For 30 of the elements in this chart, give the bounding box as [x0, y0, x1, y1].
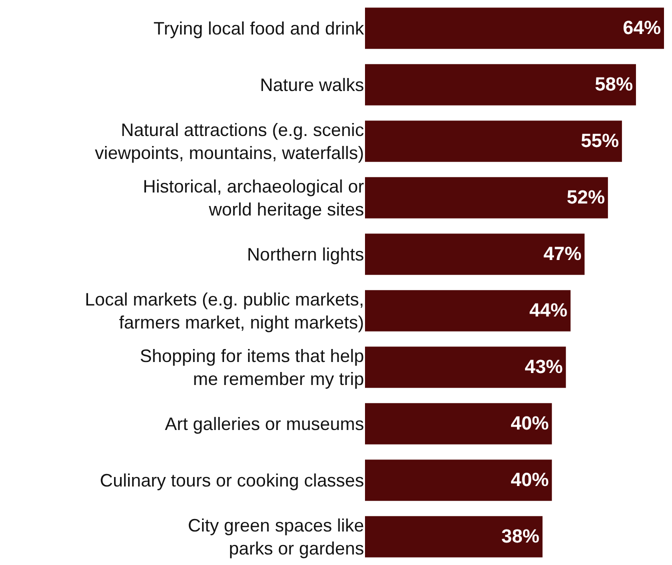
- bar: [365, 177, 608, 218]
- bar: [365, 64, 636, 106]
- bar: [365, 8, 664, 49]
- y-tick-label: Culinary tours or cooking classes: [100, 470, 364, 491]
- data-label: 64%: [622, 18, 661, 39]
- y-tick-label: Local markets (e.g. public markets, farmers market, night markets): [84, 289, 364, 333]
- bar: [365, 403, 552, 444]
- bar: [365, 460, 552, 501]
- bar: [365, 120, 622, 162]
- data-label: 44%: [529, 300, 568, 322]
- y-tick-label: Shopping for items that help me remember my trip: [140, 346, 364, 390]
- data-label: 58%: [594, 74, 633, 96]
- y-tick-label: Historical, archaeological or world heritage sites: [142, 176, 364, 220]
- data-label: 47%: [543, 244, 582, 265]
- y-tick-label: Nature walks: [260, 75, 364, 96]
- y-tick-label: Trying local food and drink: [154, 18, 365, 39]
- y-tick-label: Art galleries or museums: [164, 414, 364, 434]
- data-label: 40%: [510, 413, 549, 434]
- y-tick-label: Natural attractions (e.g. scenic viewpoints, mountains, waterfalls): [94, 120, 364, 164]
- data-label: 40%: [510, 470, 549, 491]
- data-label: 38%: [501, 526, 540, 548]
- bar: [365, 346, 566, 388]
- data-label: 52%: [566, 187, 605, 208]
- y-tick-label: City green spaces like parks or gardens: [188, 515, 364, 559]
- data-label: 55%: [580, 130, 619, 152]
- y-tick-label: Northern lights: [246, 244, 364, 265]
- data-label: 43%: [524, 356, 563, 378]
- bar: [365, 516, 543, 558]
- bar: [365, 234, 585, 275]
- bar: [365, 290, 571, 332]
